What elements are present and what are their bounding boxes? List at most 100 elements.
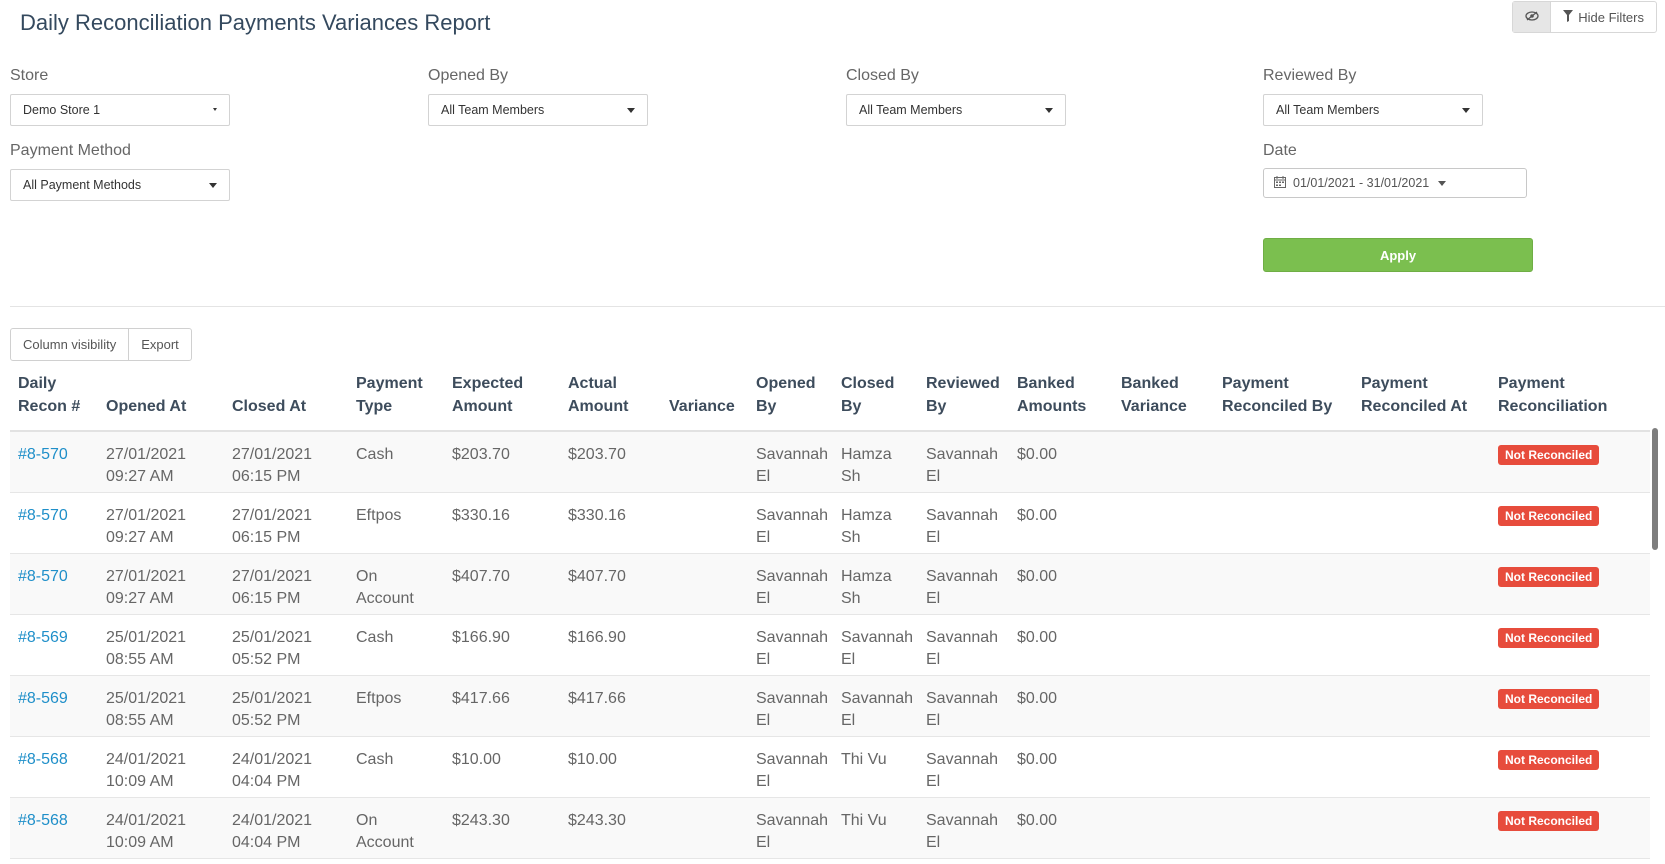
column-header-line: Banked: [1017, 375, 1075, 392]
cell-recon: #8-569: [10, 614, 98, 676]
closed-by-select[interactable]: All Team Members: [846, 94, 1066, 126]
cell-line: Account: [356, 589, 414, 607]
recon-link[interactable]: #8-569: [18, 689, 68, 707]
column-header[interactable]: Reviewed By: [918, 372, 1009, 432]
column-header[interactable]: Expected Amount: [444, 372, 560, 432]
calendar-icon: [1274, 175, 1286, 191]
cell-closed-by: Hamza Sh: [833, 553, 918, 615]
cell-line: 09:27 AM: [106, 528, 174, 546]
reviewed-by-select[interactable]: All Team Members: [1263, 94, 1483, 126]
column-header[interactable]: Variance: [661, 372, 748, 432]
cell-line: 24/01/2021: [106, 750, 187, 768]
cell-line: Savannah: [756, 750, 829, 768]
recon-link[interactable]: #8-570: [18, 567, 68, 585]
cell-line: Savannah: [841, 689, 914, 707]
column-header[interactable]: Actual Amount: [560, 372, 661, 432]
hide-filters-button[interactable]: Hide Filters: [1551, 2, 1656, 32]
store-select[interactable]: Demo Store 1: [10, 94, 230, 126]
column-header[interactable]: Daily Recon #: [10, 372, 98, 432]
status-badge: Not Reconciled: [1498, 810, 1600, 831]
column-header-line: Payment: [1361, 375, 1428, 392]
cell-value: $10.00: [568, 750, 617, 768]
cell-line: Savannah: [756, 628, 829, 646]
cell-line: 27/01/2021: [232, 567, 313, 585]
cell-status: Not Reconciled: [1490, 797, 1650, 859]
column-header[interactable]: Opened By: [748, 372, 833, 432]
recon-link[interactable]: #8-570: [18, 506, 68, 524]
cell-variance: [661, 675, 748, 737]
table-row: #8-569 25/01/2021 08:55 AM 25/01/2021 05:52 …: [10, 675, 1650, 737]
cell-type: On Account: [348, 797, 444, 859]
eye-icon: [1525, 8, 1539, 26]
cell-banked: $0.00: [1009, 797, 1113, 859]
opened-by-select[interactable]: All Team Members: [428, 94, 648, 126]
column-header[interactable]: Payment Type: [348, 372, 444, 432]
cell-variance: [661, 553, 748, 615]
cell-line: On: [356, 811, 378, 829]
cell-line: El: [926, 711, 941, 729]
cell-expected: $166.90: [444, 614, 560, 676]
recon-link[interactable]: #8-568: [18, 750, 68, 768]
column-header[interactable]: Closed At: [224, 372, 348, 432]
cell-line: El: [756, 833, 771, 851]
cell-value: $166.90: [568, 628, 626, 646]
column-header-line: Daily: [18, 375, 57, 392]
cell-line: El: [926, 772, 941, 790]
cell-line: El: [756, 589, 771, 607]
date-range-picker[interactable]: 01/01/2021 - 31/01/2021: [1263, 168, 1527, 198]
cell-opened-by: Savannah El: [748, 797, 833, 859]
column-header[interactable]: Banked Variance: [1113, 372, 1214, 432]
column-header[interactable]: Closed By: [833, 372, 918, 432]
table-scrollbar[interactable]: [1652, 428, 1658, 550]
payment-method-select[interactable]: All Payment Methods: [10, 169, 230, 201]
cell-reconciled-by: [1214, 736, 1353, 798]
cell-actual: $10.00: [560, 736, 661, 798]
cell-actual: $243.30: [560, 797, 661, 859]
recon-link[interactable]: #8-570: [18, 446, 68, 463]
recon-link[interactable]: #8-569: [18, 628, 68, 646]
column-header[interactable]: Opened At: [98, 372, 224, 432]
status-badge: Not Reconciled: [1498, 688, 1600, 709]
export-button[interactable]: Export: [128, 329, 191, 360]
show-filters-button[interactable]: [1513, 2, 1552, 32]
apply-button[interactable]: Apply: [1263, 238, 1533, 272]
column-header[interactable]: Payment Reconciled By: [1214, 372, 1353, 432]
cell-recon: #8-569: [10, 675, 98, 737]
cell-value: $0.00: [1017, 750, 1058, 768]
recon-link[interactable]: #8-568: [18, 811, 68, 829]
column-header-line: By: [841, 398, 862, 415]
column-header-line: Reviewed: [926, 375, 1000, 392]
cell-actual: $407.70: [560, 553, 661, 615]
table-row: #8-569 25/01/2021 08:55 AM 25/01/2021 05:52 …: [10, 614, 1650, 676]
column-header-line: Payment: [1222, 375, 1289, 392]
column-header[interactable]: Banked Amounts: [1009, 372, 1113, 432]
column-header[interactable]: Payment Reconciled At: [1353, 372, 1490, 432]
cell-line: 27/01/2021: [106, 446, 187, 463]
column-header-line: Reconciled By: [1222, 398, 1333, 415]
payment-method-label: Payment Method: [10, 142, 131, 159]
chevron-down-icon: [213, 108, 217, 111]
cell-closed: 25/01/2021 05:52 PM: [224, 614, 348, 676]
cell-reconciled-by: [1214, 431, 1353, 493]
opened-by-label: Opened By: [428, 67, 509, 84]
column-visibility-button[interactable]: Column visibility: [23, 337, 117, 352]
cell-line: Savannah: [841, 628, 914, 646]
cell-line: Savannah: [756, 689, 829, 707]
cell-closed: 25/01/2021 05:52 PM: [224, 675, 348, 737]
cell-reconciled-at: [1353, 614, 1490, 676]
cell-value: $417.66: [452, 689, 510, 707]
cell-type: On Account: [348, 553, 444, 615]
cell-closed: 24/01/2021 04:04 PM: [224, 736, 348, 798]
column-header-line: [669, 372, 740, 395]
cell-reviewed-by: Savannah El: [918, 797, 1009, 859]
cell-line: Savannah: [756, 811, 829, 829]
column-header-line: Variance: [1121, 398, 1187, 415]
column-header[interactable]: Payment Reconciliation: [1490, 372, 1650, 432]
closed-by-label: Closed By: [846, 67, 919, 84]
cell-reconciled-by: [1214, 492, 1353, 554]
cell-line: 05:52 PM: [232, 650, 301, 668]
cell-variance: [661, 492, 748, 554]
cell-line: 25/01/2021: [106, 628, 187, 646]
cell-line: 04:04 PM: [232, 833, 301, 851]
cell-recon: #8-568: [10, 736, 98, 798]
